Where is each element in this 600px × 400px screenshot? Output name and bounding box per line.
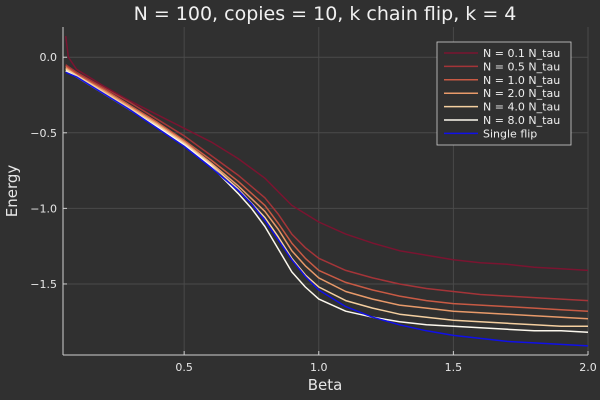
ticks: 0.5 1.0 1.5 2.0 0.0 −0.5 −1.0 −1.5 (30, 51, 596, 374)
series-line-4 (65, 68, 588, 328)
y-tick-label: −1.0 (30, 202, 57, 215)
series-line-0 (64, 36, 589, 272)
series-line-6 (65, 71, 589, 347)
series-line-2 (65, 65, 589, 312)
legend-label-4: N = 4.0 N_tau (483, 101, 560, 114)
series-lines (64, 36, 589, 347)
legend-label-6: Single flip (483, 127, 537, 140)
chart-title: N = 100, copies = 10, k chain flip, k = … (134, 3, 517, 25)
series-line-5 (65, 70, 589, 334)
legend-label-3: N = 2.0 N_tau (483, 87, 560, 100)
legend-label-2: N = 1.0 N_tau (483, 74, 560, 87)
x-tick-label: 1.0 (310, 361, 328, 374)
y-tick-label: −0.5 (30, 127, 57, 140)
y-tick-label: 0.0 (40, 51, 58, 64)
y-axis-label: Energy (3, 165, 21, 218)
x-tick-label: 1.5 (445, 361, 463, 374)
legend-label-0: N = 0.1 N_tau (483, 47, 560, 60)
y-tick-label: −1.5 (30, 278, 57, 291)
legend-label-1: N = 0.5 N_tau (483, 60, 560, 73)
legend-label-5: N = 8.0 N_tau (483, 114, 560, 127)
series-line-3 (65, 67, 589, 320)
series-line-1 (65, 64, 589, 302)
x-tick-label: 2.0 (579, 361, 597, 374)
x-axis-label: Beta (308, 376, 343, 394)
x-tick-label: 0.5 (175, 361, 193, 374)
